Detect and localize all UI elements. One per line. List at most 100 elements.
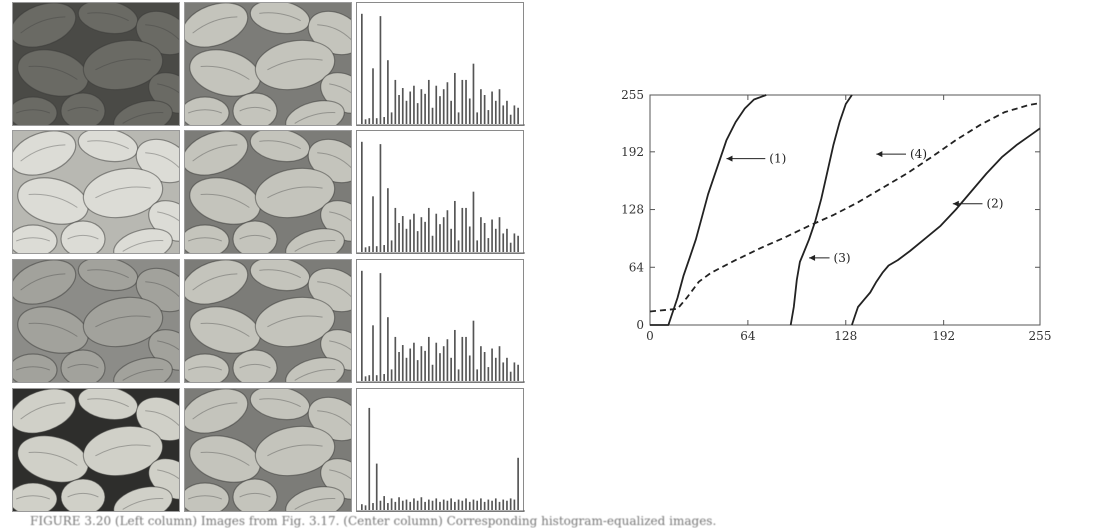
histogram-bar — [409, 348, 412, 381]
histogram-bar — [461, 336, 464, 381]
histogram-bar — [465, 79, 467, 124]
histogram-bar — [494, 357, 497, 381]
histogram-bar — [416, 360, 419, 381]
histogram-bar — [472, 63, 475, 124]
histogram-bar — [431, 364, 434, 381]
histogram-bar — [461, 500, 464, 510]
histogram-bar — [446, 500, 449, 510]
histogram-bar — [491, 219, 493, 252]
histogram-bar — [372, 196, 374, 252]
histogram-bar — [506, 357, 508, 381]
histogram-bar — [491, 91, 493, 124]
histogram-bar — [368, 407, 371, 510]
histogram-bar — [509, 371, 512, 381]
histogram-bar — [427, 336, 430, 381]
histogram-bar — [375, 118, 378, 124]
histogram-bar — [420, 346, 423, 381]
curve-label: (3) — [834, 251, 851, 265]
histogram-bar — [472, 320, 475, 381]
histogram-bar — [506, 228, 508, 252]
histogram-bar — [513, 233, 516, 252]
curve-label: (1) — [769, 152, 786, 166]
histogram-bar — [480, 89, 482, 124]
histogram-bar — [413, 342, 415, 381]
histogram-bar — [394, 501, 397, 510]
curve-3 — [789, 94, 853, 326]
histogram-bar — [457, 240, 460, 252]
histogram-bar — [416, 103, 419, 124]
histogram-bar — [379, 144, 382, 252]
histogram-bar — [465, 336, 467, 381]
histogram-bar — [405, 499, 408, 510]
histogram-bar — [472, 191, 475, 252]
equalized-image — [184, 2, 352, 126]
histogram-bar — [494, 498, 497, 510]
histogram-bar — [439, 501, 441, 510]
histogram-bar — [454, 72, 456, 124]
curve-1 — [650, 94, 767, 326]
histogram-bar — [461, 79, 464, 124]
histogram-bar — [431, 235, 434, 252]
figure-caption: FIGURE 3.20 (Left column) Images from Fi… — [30, 514, 717, 528]
histogram-bar — [383, 117, 385, 124]
histogram-bar — [454, 501, 456, 510]
histogram-bar — [509, 242, 512, 252]
histogram-bar — [446, 339, 449, 381]
histogram-bar — [416, 500, 419, 510]
histogram-bar — [387, 317, 389, 381]
histogram-bar — [457, 369, 460, 381]
histogram-bar — [387, 60, 389, 124]
curve-4 — [649, 102, 1041, 313]
histogram-bar — [431, 500, 434, 510]
histogram-bar — [420, 89, 423, 124]
histogram-bar — [439, 96, 441, 124]
x-tick-label: 255 — [1029, 329, 1052, 343]
histogram-bar — [487, 110, 490, 124]
histogram-bar — [364, 247, 367, 252]
histogram-bar — [502, 105, 505, 124]
histogram-bar — [480, 217, 482, 252]
histogram-bar — [450, 228, 452, 252]
histogram-bar — [502, 362, 505, 381]
histogram-bar — [401, 500, 404, 510]
x-tick-label: 64 — [740, 329, 756, 343]
histogram-bar — [461, 207, 464, 252]
histogram-bar — [517, 457, 519, 510]
histogram-bar — [394, 336, 397, 381]
histogram-bar — [401, 345, 404, 381]
histogram-bar — [476, 240, 479, 252]
histogram-bar — [420, 497, 423, 510]
histogram-bar — [442, 346, 445, 381]
histogram-bar — [361, 141, 363, 252]
histogram-bar — [398, 497, 400, 510]
histogram-bar — [494, 100, 497, 124]
histogram-bar — [502, 233, 505, 252]
histogram-bar — [409, 219, 412, 252]
histogram-bar — [427, 499, 430, 510]
arrow-head — [876, 151, 883, 158]
histogram-bar — [442, 217, 445, 252]
x-tick-label: 0 — [646, 329, 654, 343]
histogram-bar — [454, 329, 456, 381]
histogram-bar — [383, 496, 385, 510]
histogram-bar — [368, 118, 371, 124]
histogram-bar — [398, 95, 400, 124]
histogram-bar — [483, 352, 486, 381]
histogram-bar — [465, 498, 467, 510]
histogram-bar — [476, 112, 479, 124]
histogram-bar — [476, 369, 479, 381]
histogram-bar — [361, 13, 363, 124]
histogram-bar — [498, 346, 501, 381]
histogram-bar — [472, 499, 475, 510]
histogram-bar — [476, 500, 479, 510]
histogram-bar — [424, 93, 426, 124]
histogram-bar — [435, 85, 438, 124]
arrow-head — [726, 155, 733, 162]
histogram-bar — [364, 505, 367, 510]
histogram-bar — [517, 364, 519, 381]
histogram-bar — [446, 82, 449, 124]
histogram-bar — [468, 501, 471, 510]
histogram-bar — [390, 369, 393, 381]
arrow-head — [952, 200, 959, 207]
histogram-bar — [487, 499, 490, 510]
